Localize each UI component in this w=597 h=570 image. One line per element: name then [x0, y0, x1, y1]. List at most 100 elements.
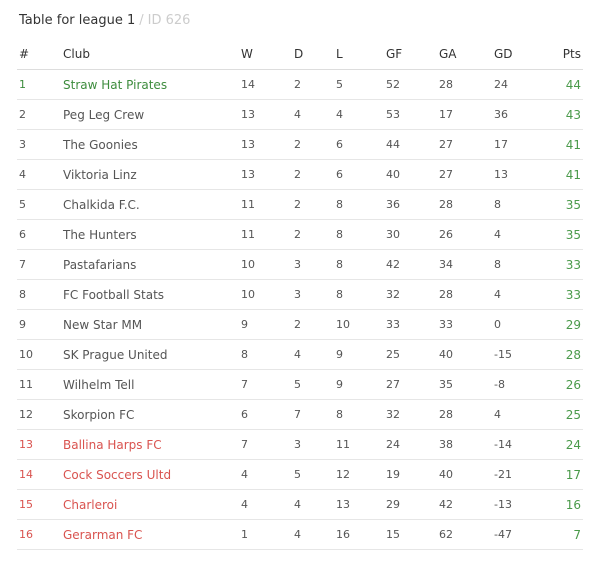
club-link[interactable]: Viktoria Linz	[63, 159, 241, 190]
losses-cell: 10	[336, 309, 386, 340]
table-row: 13 Ballina Harps FC 7 3 11 24 38 -14 24	[17, 429, 583, 460]
position-cell: 10	[17, 339, 63, 370]
points-cell: 33	[539, 249, 583, 280]
points-cell: 16	[539, 489, 583, 520]
club-link[interactable]: Chalkida F.C.	[63, 189, 241, 220]
wins-cell: 10	[241, 249, 294, 280]
goals-against-cell: 62	[439, 519, 494, 550]
goals-against-cell: 40	[439, 339, 494, 370]
club-link[interactable]: Charleroi	[63, 489, 241, 520]
points-cell: 28	[539, 339, 583, 370]
losses-cell: 8	[336, 279, 386, 310]
club-link[interactable]: Straw Hat Pirates	[63, 69, 241, 100]
draws-cell: 2	[294, 69, 336, 100]
wins-cell: 4	[241, 459, 294, 490]
goal-difference-cell: 4	[494, 399, 539, 430]
draws-cell: 4	[294, 99, 336, 130]
goals-for-cell: 29	[386, 489, 439, 520]
wins-cell: 13	[241, 129, 294, 160]
draws-cell: 5	[294, 369, 336, 400]
club-link[interactable]: Ballina Harps FC	[63, 429, 241, 460]
goals-for-cell: 19	[386, 459, 439, 490]
goals-against-cell: 26	[439, 219, 494, 250]
goal-difference-cell: -8	[494, 369, 539, 400]
column-header-losses[interactable]: L	[336, 39, 386, 70]
club-link[interactable]: FC Football Stats	[63, 279, 241, 310]
losses-cell: 9	[336, 339, 386, 370]
points-cell: 26	[539, 369, 583, 400]
goal-difference-cell: 36	[494, 99, 539, 130]
club-link[interactable]: Wilhelm Tell	[63, 369, 241, 400]
points-cell: 35	[539, 189, 583, 220]
goals-for-cell: 52	[386, 69, 439, 100]
losses-cell: 4	[336, 99, 386, 130]
losses-cell: 6	[336, 159, 386, 190]
club-link[interactable]: Peg Leg Crew	[63, 99, 241, 130]
table-row: 7 Pastafarians 10 3 8 42 34 8 33	[17, 249, 583, 280]
club-link[interactable]: Gerarman FC	[63, 519, 241, 550]
position-cell: 1	[17, 69, 63, 100]
position-cell: 11	[17, 369, 63, 400]
table-row: 16 Gerarman FC 1 4 16 15 62 -47 7	[17, 519, 583, 550]
table-row: 11 Wilhelm Tell 7 5 9 27 35 -8 26	[17, 369, 583, 400]
points-cell: 41	[539, 159, 583, 190]
column-header-position[interactable]: #	[17, 39, 63, 70]
position-cell: 6	[17, 219, 63, 250]
table-row: 12 Skorpion FC 6 7 8 32 28 4 25	[17, 399, 583, 430]
table-row: 1 Straw Hat Pirates 14 2 5 52 28 24 44	[17, 69, 583, 100]
column-header-wins[interactable]: W	[241, 39, 294, 70]
draws-cell: 3	[294, 249, 336, 280]
column-header-goals-against[interactable]: GA	[439, 39, 494, 70]
column-header-goal-difference[interactable]: GD	[494, 39, 539, 70]
position-cell: 12	[17, 399, 63, 430]
column-header-goals-for[interactable]: GF	[386, 39, 439, 70]
losses-cell: 5	[336, 69, 386, 100]
points-cell: 33	[539, 279, 583, 310]
club-link[interactable]: The Goonies	[63, 129, 241, 160]
goal-difference-cell: 0	[494, 309, 539, 340]
points-cell: 43	[539, 99, 583, 130]
goals-for-cell: 27	[386, 369, 439, 400]
draws-cell: 4	[294, 489, 336, 520]
club-link[interactable]: Cock Soccers Ultd	[63, 459, 241, 490]
goal-difference-cell: 13	[494, 159, 539, 190]
goals-for-cell: 32	[386, 279, 439, 310]
goals-for-cell: 33	[386, 309, 439, 340]
position-cell: 16	[17, 519, 63, 550]
table-body: 1 Straw Hat Pirates 14 2 5 52 28 24 44 2 Peg Leg C…	[17, 69, 583, 550]
table-header-row: # Club W D L GF GA GD Pts	[17, 39, 583, 70]
club-link[interactable]: Pastafarians	[63, 249, 241, 280]
goals-against-cell: 35	[439, 369, 494, 400]
draws-cell: 2	[294, 219, 336, 250]
position-cell: 3	[17, 129, 63, 160]
losses-cell: 8	[336, 249, 386, 280]
losses-cell: 6	[336, 129, 386, 160]
league-table: # Club W D L GF GA GD Pts 1 Straw Hat Pir…	[17, 39, 583, 550]
club-link[interactable]: SK Prague United	[63, 339, 241, 370]
position-cell: 15	[17, 489, 63, 520]
club-link[interactable]: Skorpion FC	[63, 399, 241, 430]
wins-cell: 1	[241, 519, 294, 550]
draws-cell: 7	[294, 399, 336, 430]
column-header-points[interactable]: Pts	[539, 39, 583, 70]
table-row: 4 Viktoria Linz 13 2 6 40 27 13 41	[17, 159, 583, 190]
goals-against-cell: 28	[439, 279, 494, 310]
goals-against-cell: 28	[439, 399, 494, 430]
draws-cell: 2	[294, 159, 336, 190]
table-row: 3 The Goonies 13 2 6 44 27 17 41	[17, 129, 583, 160]
club-link[interactable]: New Star MM	[63, 309, 241, 340]
title-separator: /	[139, 13, 144, 28]
goals-for-cell: 15	[386, 519, 439, 550]
column-header-draws[interactable]: D	[294, 39, 336, 70]
wins-cell: 4	[241, 489, 294, 520]
wins-cell: 8	[241, 339, 294, 370]
column-header-club[interactable]: Club	[63, 39, 241, 70]
goal-difference-cell: -47	[494, 519, 539, 550]
wins-cell: 7	[241, 369, 294, 400]
wins-cell: 13	[241, 99, 294, 130]
club-link[interactable]: The Hunters	[63, 219, 241, 250]
goals-against-cell: 17	[439, 99, 494, 130]
goal-difference-cell: -14	[494, 429, 539, 460]
wins-cell: 11	[241, 219, 294, 250]
goals-for-cell: 42	[386, 249, 439, 280]
